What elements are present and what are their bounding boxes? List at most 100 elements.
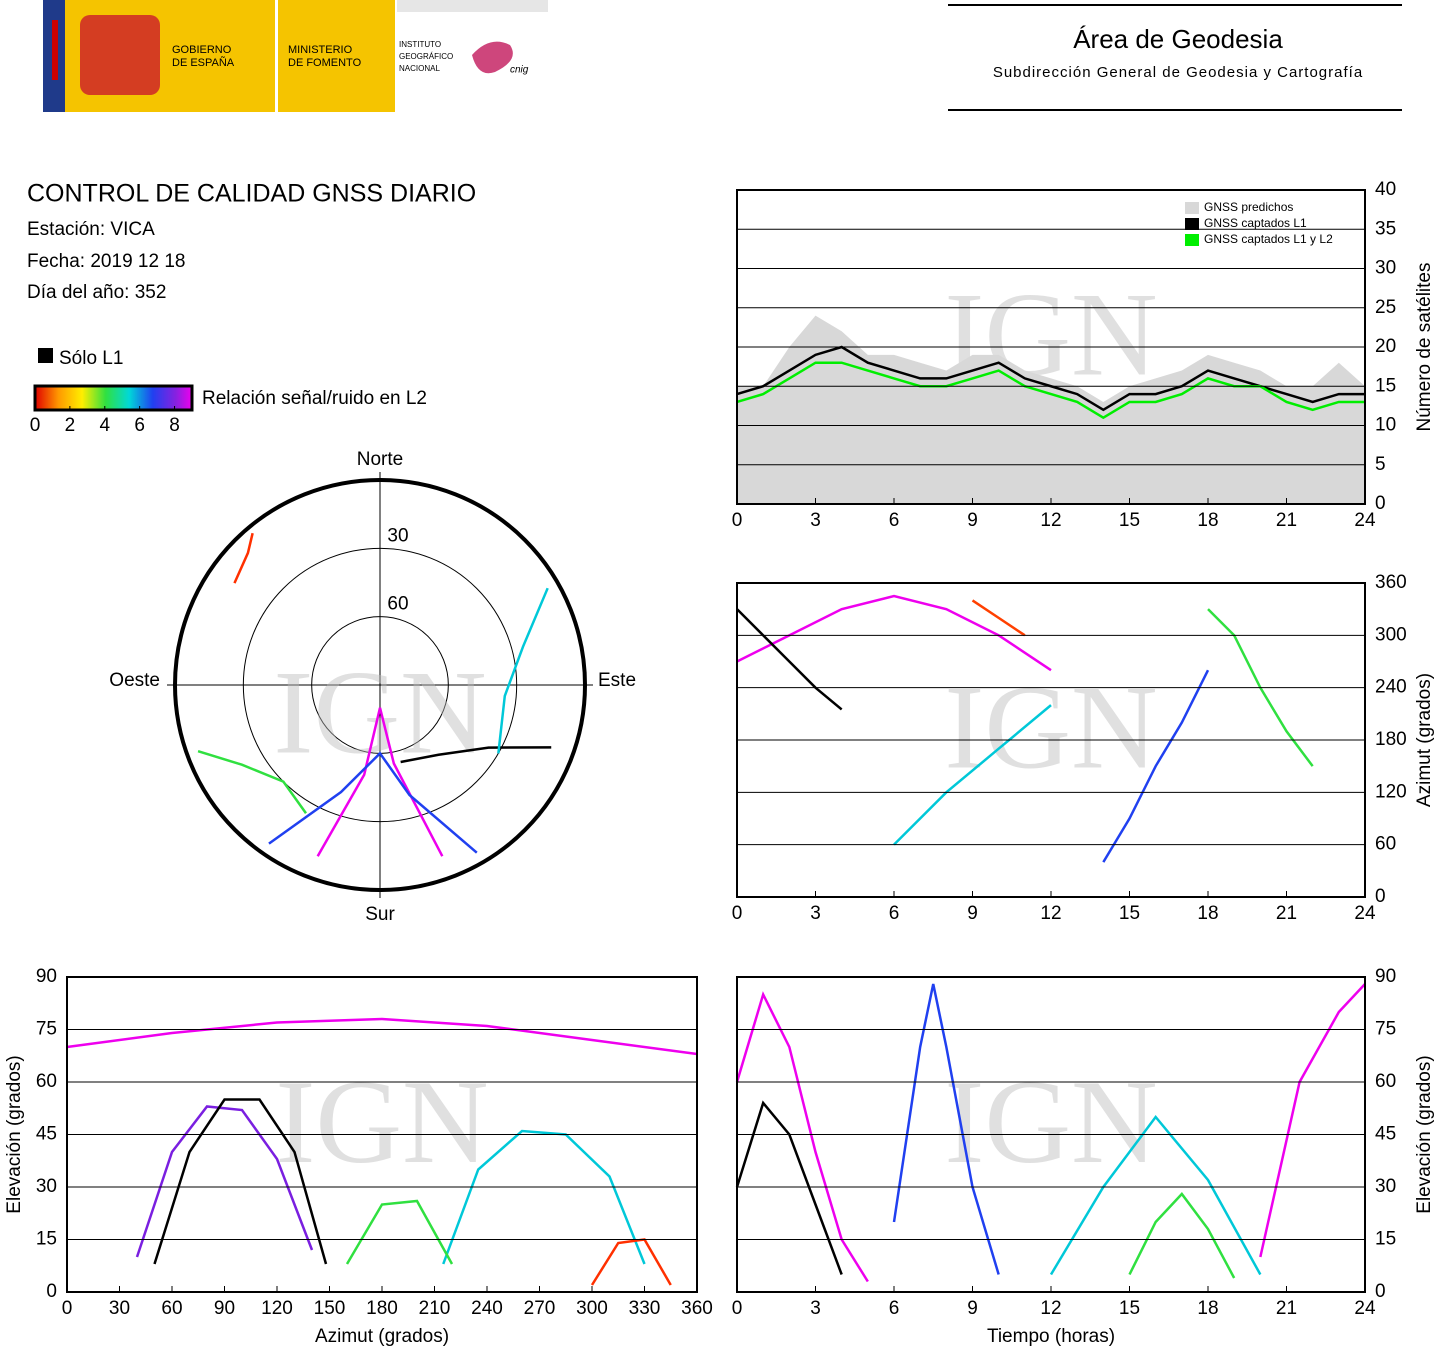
area-header: Área de Geodesia Subdirección General de… [948, 4, 1402, 111]
track [892, 983, 1000, 1275]
y-tick-label: 180 [1375, 729, 1407, 750]
area [737, 315, 1365, 504]
x-tick-label: 180 [366, 1298, 398, 1319]
x-tick-label: 30 [109, 1298, 130, 1319]
ministry-line: DE FOMENTO [288, 57, 362, 69]
horizon [173, 478, 587, 892]
y-axis-label: Número de satélites [1414, 263, 1435, 432]
y-tick-label: 40 [1375, 179, 1396, 200]
x-tick-label: 18 [1197, 510, 1218, 531]
legend-swatch [1185, 218, 1199, 230]
x-tick-label: 15 [1119, 1298, 1140, 1319]
plot-frame [736, 189, 1366, 505]
x-tick-label: 21 [1276, 1298, 1297, 1319]
x-tick-label: 21 [1276, 510, 1297, 531]
date: Fecha: 2019 12 18 [27, 251, 185, 272]
y-tick-label: 360 [1375, 572, 1407, 593]
only-l1-label: Sólo L1 [59, 348, 123, 369]
ministry-line: MINISTERIO [288, 44, 353, 56]
area-title: Área de Geodesia [1073, 24, 1283, 54]
x-tick-label: 0 [732, 510, 743, 531]
ign-line: INSTITUTO [399, 40, 441, 49]
gov-line: GOBIERNO [172, 44, 232, 56]
y-tick-label: 60 [1375, 834, 1396, 855]
x-tick-label: 21 [1276, 903, 1297, 924]
x-tick-label: 24 [1354, 903, 1376, 924]
legend-label: GNSS predichos [1204, 200, 1293, 214]
x-tick-label: 150 [314, 1298, 346, 1319]
x-tick-label: 90 [214, 1298, 235, 1319]
y-tick-label: 30 [1375, 1176, 1396, 1197]
elevation-ring [242, 547, 518, 823]
x-tick-label: 12 [1040, 1298, 1061, 1319]
track [971, 599, 1026, 637]
track [735, 991, 869, 1283]
snr-tick-label: 0 [30, 415, 41, 436]
legend-label: GNSS captados L1 [1204, 216, 1307, 230]
y-tick-label: 0 [46, 1281, 57, 1302]
track [345, 1199, 454, 1265]
y-axis-label: Azimut (grados) [1414, 673, 1435, 807]
x-tick-label: 12 [1040, 510, 1061, 531]
y-tick-label: 60 [36, 1071, 57, 1092]
track [135, 1105, 314, 1258]
y-tick-label: 15 [1375, 1229, 1396, 1250]
x-axis-label: Azimut (grados) [315, 1326, 449, 1347]
y-tick-label: 35 [1375, 218, 1396, 239]
gov-line: DE ESPAÑA [172, 56, 235, 69]
y-axis-label: Elevación (grados) [4, 1055, 25, 1213]
y-tick-label: 0 [1375, 886, 1386, 907]
x-tick-label: 24 [1354, 1298, 1376, 1319]
x-tick-label: 0 [62, 1298, 73, 1319]
x-tick-label: 210 [419, 1298, 451, 1319]
y-tick-label: 60 [1375, 1071, 1396, 1092]
plot-frame [66, 976, 698, 1293]
snr-tick-label: 8 [169, 415, 180, 436]
plot-frame [736, 582, 1366, 898]
x-tick-label: 360 [681, 1298, 713, 1319]
track [1049, 1114, 1262, 1276]
x-axis-label: Tiempo (horas) [987, 1326, 1115, 1347]
x-tick-label: 15 [1119, 510, 1140, 531]
x-tick-label: 6 [889, 1298, 900, 1319]
x-tick-label: 270 [524, 1298, 556, 1319]
x-tick-label: 9 [967, 1298, 978, 1319]
y-tick-label: 10 [1375, 415, 1396, 436]
y-tick-label: 20 [1375, 336, 1396, 357]
y-tick-label: 300 [1375, 624, 1407, 645]
y-tick-label: 0 [1375, 493, 1386, 514]
track [893, 704, 1052, 846]
x-tick-label: 120 [261, 1298, 293, 1319]
sky-track [497, 587, 549, 754]
snr-tick-label: 6 [134, 415, 145, 436]
legend-swatch [1185, 234, 1199, 246]
direction-label: Sur [365, 904, 395, 925]
x-tick-label: 15 [1119, 903, 1140, 924]
cnig-logo: cnig [510, 65, 529, 76]
y-tick-label: 90 [36, 966, 57, 987]
ring-label: 30 [387, 525, 408, 546]
watermark: IGN [275, 1055, 488, 1188]
y-tick-label: 45 [1375, 1124, 1396, 1145]
y-tick-label: 90 [1375, 966, 1396, 987]
track [1102, 669, 1210, 863]
station: Estación: VICA [27, 219, 155, 240]
x-tick-label: 12 [1040, 903, 1061, 924]
ign-line: NACIONAL [399, 64, 440, 73]
x-tick-label: 60 [161, 1298, 182, 1319]
x-tick-label: 3 [810, 903, 821, 924]
x-tick-label: 6 [889, 903, 900, 924]
only-l1-swatch [38, 348, 53, 363]
y-tick-label: 25 [1375, 297, 1396, 318]
snr-label: Relación señal/ruido en L2 [202, 388, 427, 409]
x-tick-label: 18 [1197, 903, 1218, 924]
sky-track [400, 746, 552, 764]
ign-line: GEOGRÁFICO [399, 52, 453, 61]
snr-tick-label: 2 [65, 415, 76, 436]
sky-track [268, 751, 478, 854]
y-tick-label: 30 [36, 1176, 57, 1197]
y-tick-label: 75 [1375, 1019, 1396, 1040]
y-tick-label: 0 [1375, 1281, 1386, 1302]
